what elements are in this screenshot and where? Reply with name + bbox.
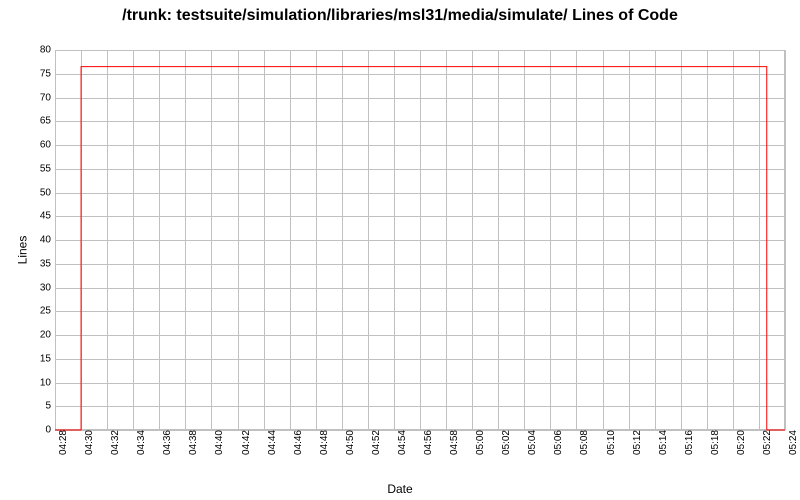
y-tick-label: 15 bbox=[40, 353, 55, 364]
x-tick-label: 04:44 bbox=[264, 430, 278, 455]
y-tick-label: 25 bbox=[40, 306, 55, 317]
x-tick-label: 04:42 bbox=[238, 430, 252, 455]
x-tick-label: 05:08 bbox=[576, 430, 590, 455]
x-tick-label: 05:12 bbox=[629, 430, 643, 455]
x-tick-label: 04:50 bbox=[342, 430, 356, 455]
x-tick-label: 04:56 bbox=[420, 430, 434, 455]
x-axis-label: Date bbox=[0, 482, 800, 496]
x-tick-label: 04:34 bbox=[133, 430, 147, 455]
x-tick-label: 04:40 bbox=[211, 430, 225, 455]
chart-container: { "chart": { "type": "line", "title": "/… bbox=[0, 0, 800, 500]
y-tick-label: 70 bbox=[40, 92, 55, 103]
y-tick-label: 35 bbox=[40, 258, 55, 269]
gridline-vertical bbox=[785, 50, 786, 430]
y-tick-label: 30 bbox=[40, 282, 55, 293]
x-tick-label: 04:52 bbox=[368, 430, 382, 455]
x-tick-label: 05:10 bbox=[603, 430, 617, 455]
y-tick-label: 40 bbox=[40, 235, 55, 246]
y-tick-label: 0 bbox=[45, 425, 55, 436]
y-tick-label: 45 bbox=[40, 211, 55, 222]
x-tick-label: 05:04 bbox=[524, 430, 538, 455]
x-tick-label: 04:30 bbox=[81, 430, 95, 455]
chart-series bbox=[55, 50, 785, 430]
y-tick-label: 75 bbox=[40, 68, 55, 79]
y-tick-label: 65 bbox=[40, 116, 55, 127]
x-tick-label: 04:48 bbox=[316, 430, 330, 455]
x-tick-label: 04:38 bbox=[185, 430, 199, 455]
x-tick-label: 05:22 bbox=[759, 430, 773, 455]
x-tick-label: 04:32 bbox=[107, 430, 121, 455]
y-tick-label: 55 bbox=[40, 163, 55, 174]
x-tick-label: 05:06 bbox=[550, 430, 564, 455]
x-tick-label: 04:46 bbox=[290, 430, 304, 455]
x-tick-label: 05:16 bbox=[681, 430, 695, 455]
x-tick-label: 05:14 bbox=[655, 430, 669, 455]
y-tick-label: 20 bbox=[40, 330, 55, 341]
x-tick-label: 04:28 bbox=[55, 430, 69, 455]
y-tick-label: 5 bbox=[45, 401, 55, 412]
x-tick-label: 04:58 bbox=[446, 430, 460, 455]
x-tick-label: 04:54 bbox=[394, 430, 408, 455]
y-tick-label: 10 bbox=[40, 377, 55, 388]
x-tick-label: 04:36 bbox=[159, 430, 173, 455]
y-axis-label: Lines bbox=[15, 236, 29, 265]
x-tick-label: 05:18 bbox=[707, 430, 721, 455]
x-tick-label: 05:00 bbox=[472, 430, 486, 455]
series-line bbox=[55, 67, 785, 430]
y-tick-label: 50 bbox=[40, 187, 55, 198]
plot-area: 0510152025303540455055606570758004:2804:… bbox=[55, 50, 785, 430]
y-tick-label: 80 bbox=[40, 45, 55, 56]
x-tick-label: 05:20 bbox=[733, 430, 747, 455]
x-tick-label: 05:02 bbox=[498, 430, 512, 455]
x-tick-label: 05:24 bbox=[785, 430, 799, 455]
y-tick-label: 60 bbox=[40, 140, 55, 151]
chart-title: /trunk: testsuite/simulation/libraries/m… bbox=[0, 6, 800, 25]
